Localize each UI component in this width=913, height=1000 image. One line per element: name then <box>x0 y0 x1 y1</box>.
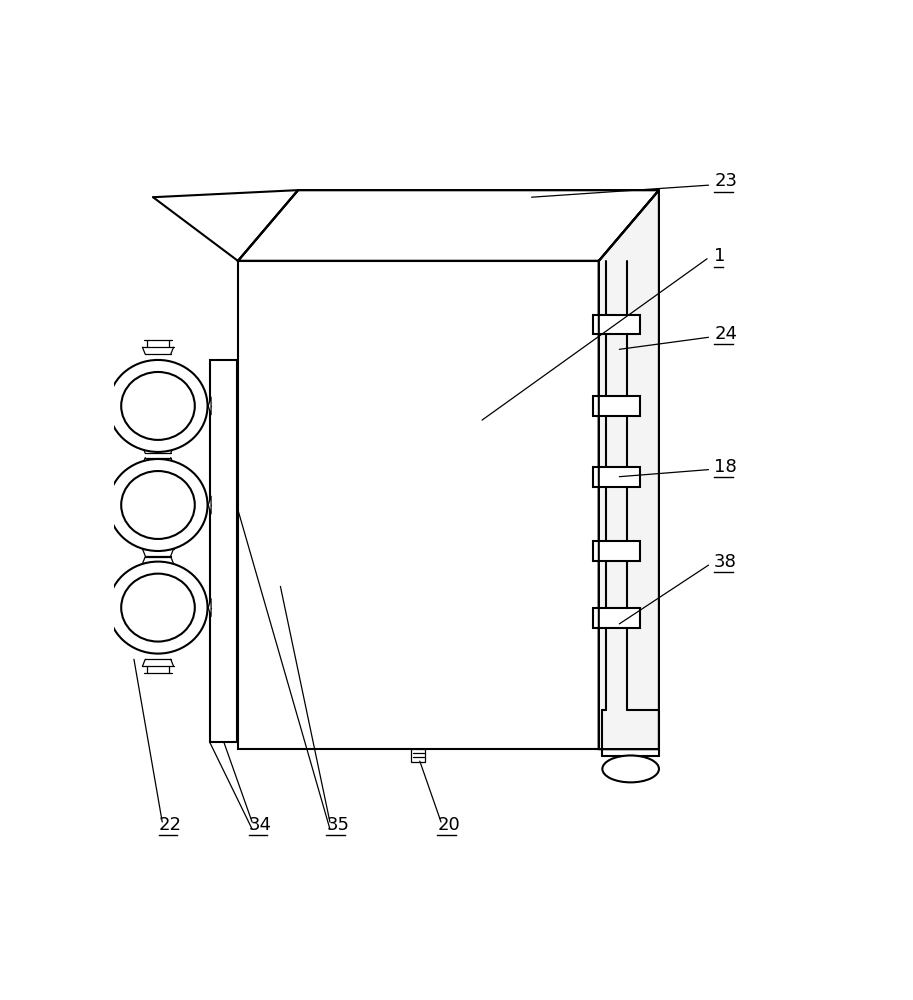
Text: 20: 20 <box>437 816 460 834</box>
Text: 22: 22 <box>159 816 182 834</box>
Polygon shape <box>599 190 659 749</box>
Polygon shape <box>208 598 211 617</box>
Ellipse shape <box>121 574 194 642</box>
Polygon shape <box>238 190 659 261</box>
Bar <box>238 261 599 749</box>
Bar <box>411 749 425 762</box>
Ellipse shape <box>121 372 194 440</box>
Ellipse shape <box>109 562 207 654</box>
Polygon shape <box>208 496 211 514</box>
Polygon shape <box>208 397 211 415</box>
Ellipse shape <box>603 755 659 782</box>
Text: 35: 35 <box>327 816 350 834</box>
Text: 18: 18 <box>714 458 737 476</box>
Bar <box>593 396 640 416</box>
Bar <box>210 360 236 742</box>
Ellipse shape <box>121 471 194 539</box>
Bar <box>593 467 640 487</box>
Bar <box>593 608 640 628</box>
Bar <box>593 541 640 561</box>
Text: 23: 23 <box>714 172 737 190</box>
Text: 38: 38 <box>714 553 737 571</box>
Ellipse shape <box>109 360 207 452</box>
Text: 1: 1 <box>714 247 726 265</box>
Ellipse shape <box>109 459 207 551</box>
Text: 24: 24 <box>714 325 737 343</box>
Bar <box>593 315 640 334</box>
Text: 34: 34 <box>248 816 271 834</box>
